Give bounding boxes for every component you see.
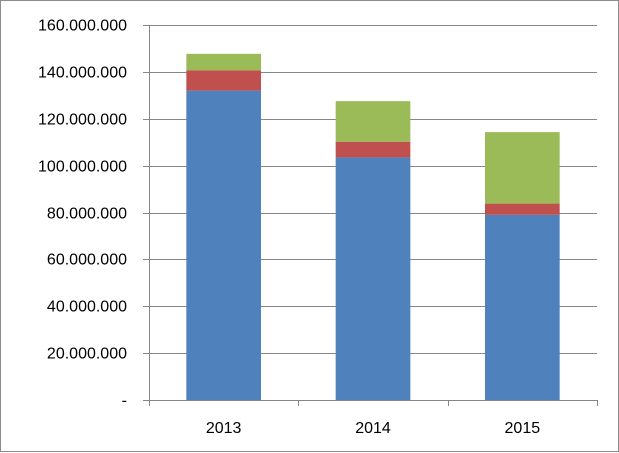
bar-2013-segment-1 — [186, 90, 261, 400]
y-tick-label: 60.000.000 — [47, 252, 127, 269]
y-tick-label: 100.000.000 — [38, 159, 127, 176]
x-tick-label: 2013 — [206, 420, 242, 437]
bar-2013-segment-2 — [186, 70, 261, 91]
bars — [186, 53, 560, 400]
y-tick-label: 120.000.000 — [38, 112, 127, 129]
y-tick-label: 20.000.000 — [47, 346, 127, 363]
tick-labels: - 20.000.000 40.000.000 60.000.000 80.000.00… — [38, 18, 540, 438]
y-tick-label: 160.000.000 — [38, 18, 127, 35]
y-tick-label: 140.000.000 — [38, 65, 127, 82]
x-tick-label: 2015 — [505, 420, 541, 437]
bar-2013-segment-3 — [186, 53, 261, 71]
bar-2015-segment-1 — [485, 214, 560, 400]
y-tick-label: 80.000.000 — [47, 206, 127, 223]
axes — [143, 25, 598, 406]
bar-2015-segment-3 — [485, 132, 560, 204]
y-tick-label: - — [122, 393, 127, 410]
bar-2014-segment-2 — [335, 141, 411, 158]
bar-2015-segment-2 — [485, 203, 560, 215]
bar-2014-segment-1 — [335, 157, 411, 400]
x-tick-label: 2014 — [355, 420, 391, 437]
y-tick-label: 40.000.000 — [47, 299, 127, 316]
bar-2014-segment-3 — [335, 101, 411, 142]
